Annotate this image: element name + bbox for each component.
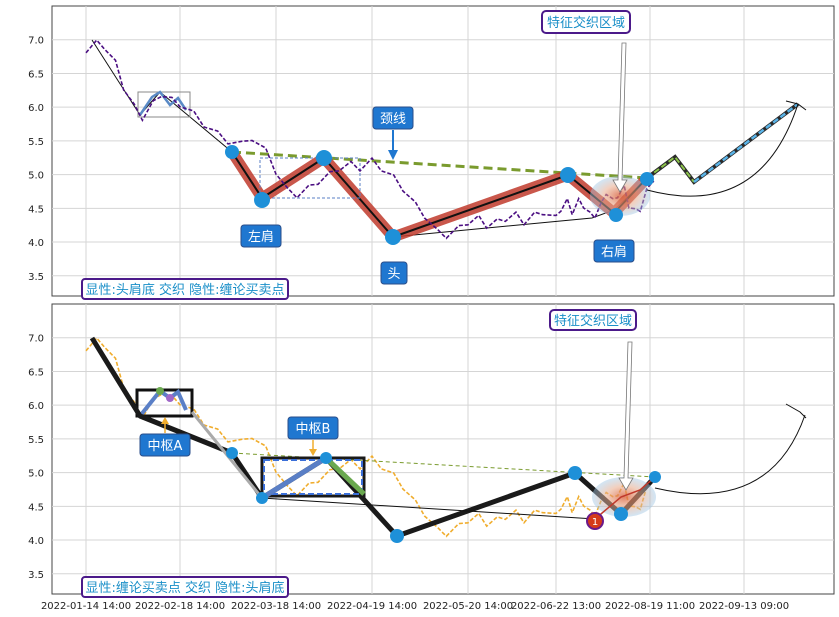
pivot-b-callout: 中枢B [287, 416, 339, 456]
pivot-a-node-purple [166, 394, 174, 402]
pivot-b-label: 中枢B [296, 422, 331, 437]
top-zone-glow [590, 176, 650, 216]
top-node-1 [225, 145, 239, 159]
pivot-a-label: 中枢A [148, 439, 183, 454]
bottom-xtick-label: 2022-01-14 14:00 [41, 601, 131, 612]
bottom-xtick-label: 2022-03-18 14:00 [231, 601, 321, 612]
bottom-zone-lines [594, 476, 656, 520]
bottom-grid [52, 304, 834, 594]
bottom-node-6 [614, 507, 628, 521]
bottom-zone-glow [592, 477, 656, 517]
right-shoulder-callout: 右肩 [593, 239, 635, 263]
pivot-b-line-green [324, 456, 366, 496]
top-ytick-label: 4.5 [28, 204, 44, 215]
top-ytick-label: 6.5 [28, 69, 44, 80]
bottom-ytick-label: 3.5 [28, 570, 44, 581]
top-node-right-shoulder [609, 208, 623, 222]
zone-label-bottom: 特征交织区域 [554, 313, 632, 329]
pivot-b-box [260, 456, 366, 498]
bottom-projection-tip [785, 403, 807, 419]
bottom-node-2 [256, 492, 268, 504]
bottom-xtick-label: 2022-08-19 11:00 [605, 601, 695, 612]
top-ytick-label: 6.0 [28, 103, 44, 114]
bottom-node-1 [226, 447, 238, 459]
left-shoulder-callout: 左肩 [240, 224, 282, 248]
bottom-xtick-label: 2022-06-22 13:00 [511, 601, 601, 612]
bottom-node-5 [568, 466, 582, 480]
bottom-ytick-label: 7.0 [28, 334, 44, 345]
top-ytick-label: 3.5 [28, 272, 44, 283]
left-shoulder-label: 左肩 [248, 229, 274, 245]
bottom-node-3 [320, 452, 332, 464]
pivot-a-callout: 中枢A [139, 417, 191, 457]
buy-point-marker: 1 [586, 512, 604, 530]
bottom-ytick-label: 5.0 [28, 469, 44, 480]
top-ytick-label: 5.5 [28, 137, 44, 148]
bottom-panel: 7.0 6.5 6.0 5.5 5.0 4.5 4.0 3.5 2022-01-14 14:0… [28, 303, 835, 612]
bottom-ytick-label: 5.5 [28, 435, 44, 446]
bottom-xtick-label: 2022-09-13 09:00 [699, 601, 789, 612]
head-label: 头 [387, 267, 400, 282]
top-small-box [137, 91, 191, 118]
bottom-xtick-label: 2022-05-20 14:00 [423, 601, 513, 612]
zone-label-top: 特征交织区域 [547, 15, 625, 31]
bottom-legend-text: 显性:缠论买卖点 交织 隐性:头肩底 [85, 580, 284, 596]
top-ytick-label: 4.0 [28, 238, 44, 249]
top-projection-arc [646, 103, 799, 197]
bottom-ytick-label: 4.5 [28, 502, 44, 513]
top-node-7 [640, 172, 654, 186]
top-mid-box [259, 157, 361, 199]
bottom-yticks: 7.0 6.5 6.0 5.5 5.0 4.5 4.0 3.5 [28, 334, 44, 581]
top-ytick-label: 7.0 [28, 36, 44, 47]
top-small-zigzag [138, 90, 188, 116]
top-node-5 [560, 167, 576, 183]
pivot-b-line [260, 455, 328, 501]
top-yticks: 7.0 6.5 6.0 5.5 5.0 4.5 4.0 3.5 [28, 36, 44, 283]
top-projection-tip [785, 100, 807, 111]
head-callout: 头 [380, 261, 408, 285]
bottom-ytick-label: 6.0 [28, 401, 44, 412]
top-node-left-shoulder [254, 192, 270, 208]
zone-callout-top: 特征交织区域 [541, 10, 631, 193]
pivot-a-node-green [156, 387, 164, 395]
bottom-node-7 [649, 471, 661, 483]
pivot-a-box [135, 388, 194, 418]
buy-point-label: 1 [592, 517, 598, 528]
bottom-xticks: 2022-01-14 14:00 2022-02-18 14:00 2022-03-… [41, 601, 789, 612]
neckline-label: 颈线 [380, 112, 406, 127]
bottom-ytick-label: 4.0 [28, 536, 44, 547]
top-price-line [85, 38, 655, 240]
top-panel: 7.0 6.5 6.0 5.5 5.0 4.5 4.0 3.5 [28, 5, 835, 300]
top-projection-blue [693, 103, 799, 183]
right-shoulder-label: 右肩 [601, 244, 627, 260]
bottom-node-4 [390, 529, 404, 543]
top-node-head [385, 229, 401, 245]
bottom-nodes [156, 387, 661, 543]
top-nodes [225, 145, 654, 245]
zone-callout-bottom: 特征交织区域 [549, 309, 637, 491]
bottom-ytick-label: 6.5 [28, 367, 44, 378]
top-grid [52, 6, 834, 296]
top-legend-text: 显性:头肩底 交织 隐性:缠论买卖点 [85, 282, 284, 298]
top-legend: 显性:头肩底 交织 隐性:缠论买卖点 [81, 278, 289, 300]
bottom-xtick-label: 2022-02-18 14:00 [135, 601, 225, 612]
bottom-projection-arc [654, 414, 806, 495]
top-projection-green [646, 155, 695, 183]
top-plot-area [51, 5, 835, 297]
top-ytick-label: 5.0 [28, 171, 44, 182]
neckline-callout: 颈线 [372, 106, 414, 160]
bottom-xtick-label: 2022-04-19 14:00 [327, 601, 417, 612]
top-node-3 [316, 150, 332, 166]
bottom-legend: 显性:缠论买卖点 交织 隐性:头肩底 [81, 576, 289, 598]
pivot-b-inner [263, 459, 363, 495]
